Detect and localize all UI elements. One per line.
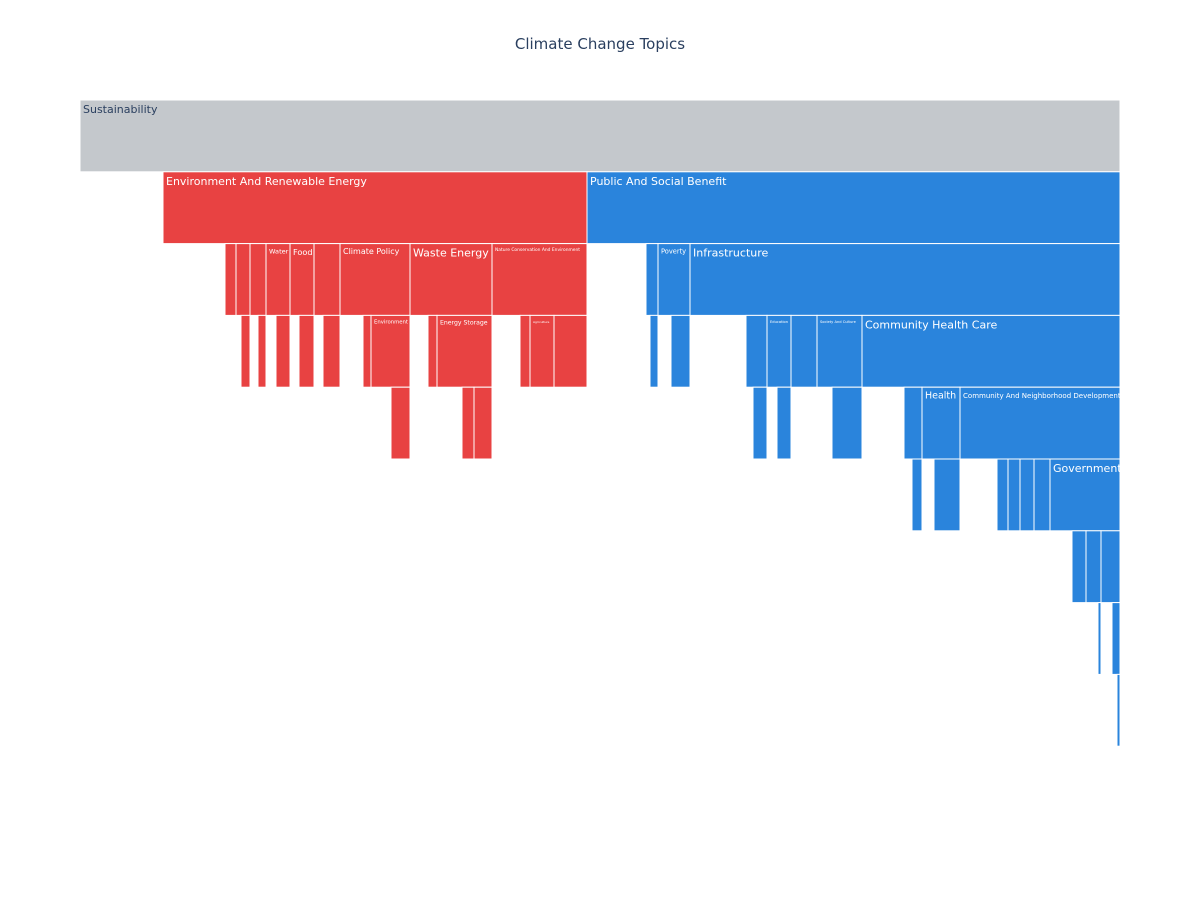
icicle-cell[interactable] (162, 171, 588, 245)
cell-label: Agriculture (533, 320, 549, 324)
icicle-cell[interactable] (257, 314, 267, 388)
icicle-cell[interactable] (911, 458, 923, 532)
chart-title: Climate Change Topics (515, 35, 685, 53)
icicle-cell[interactable] (766, 314, 792, 388)
icicle-cell[interactable] (409, 243, 493, 316)
icicle-cell[interactable] (861, 314, 1121, 388)
icicle-cell[interactable] (1033, 458, 1051, 532)
cell-label: Energy Storage (440, 319, 488, 326)
icicle-cell[interactable] (1019, 458, 1035, 532)
icicle-cell[interactable] (752, 386, 768, 460)
cell-label: Environment And Renewable Energy (166, 175, 367, 188)
icicle-cell[interactable] (249, 243, 267, 316)
cell-label: Society And Culture (820, 320, 857, 324)
icicle-cell[interactable] (1116, 673, 1121, 747)
icicle-cell[interactable] (370, 314, 411, 388)
icicle-cell[interactable] (1097, 602, 1102, 675)
icicle-cell[interactable] (529, 314, 555, 388)
cell-label: Nature Conservation And Environment (495, 247, 580, 253)
icicle-cell[interactable] (235, 243, 251, 316)
icicle-cell[interactable] (275, 314, 291, 388)
icicle-cell[interactable] (831, 386, 863, 460)
icicle-cell[interactable] (1100, 530, 1121, 604)
icicle-cell[interactable] (996, 458, 1009, 532)
icicle-cell[interactable] (473, 386, 493, 460)
cell-label: Waste Energy (413, 247, 489, 260)
icicle-cell[interactable] (933, 458, 961, 532)
icicle-cell[interactable] (491, 243, 588, 316)
icicle-cell[interactable] (1085, 530, 1102, 604)
icicle-cell[interactable] (390, 386, 411, 460)
icicle-cell[interactable] (313, 243, 341, 316)
icicle-cell[interactable] (586, 171, 1121, 245)
cell-label: Community And Neighborhood Development (963, 391, 1121, 400)
icicle-cell[interactable] (959, 386, 1121, 460)
cell-label: Infrastructure (693, 247, 769, 260)
icicle-cell[interactable] (322, 314, 341, 388)
icicle-cell[interactable] (790, 314, 818, 388)
icicle-cell[interactable] (776, 386, 792, 460)
icicle-cell[interactable] (689, 243, 1121, 316)
icicle-cell[interactable] (519, 314, 531, 388)
icicle-cell[interactable] (427, 314, 438, 388)
icicle-cell[interactable] (79, 99, 1121, 173)
cell-label: Sustainability (83, 103, 158, 116)
icicle-cell[interactable] (1111, 602, 1121, 675)
cell-label: Education (770, 320, 788, 324)
icicle-cell[interactable] (461, 386, 475, 460)
icicle-cell[interactable] (362, 314, 372, 388)
cell-label: Environment (374, 320, 408, 326)
cell-label: Climate Policy (343, 247, 400, 256)
cell-label: Community Health Care (865, 318, 997, 331)
cell-label: Public And Social Benefit (590, 175, 727, 188)
cell-label: Poverty (661, 247, 686, 255)
icicle-cell[interactable] (745, 314, 768, 388)
cell-label: Water (269, 247, 289, 255)
cell-label: Government (1053, 462, 1122, 475)
icicle-cell[interactable] (903, 386, 923, 460)
icicle-cell[interactable] (298, 314, 315, 388)
icicle-cell[interactable] (670, 314, 691, 388)
icicle-cell[interactable] (553, 314, 588, 388)
icicle-cell[interactable] (645, 243, 659, 316)
icicle-cell[interactable] (1007, 458, 1021, 532)
icicle-cell[interactable] (1071, 530, 1087, 604)
icicle-cell[interactable] (240, 314, 251, 388)
cell-label: Food (293, 247, 313, 257)
icicle-cell[interactable] (816, 314, 863, 388)
cell-label: Health (925, 391, 956, 402)
icicle-cell[interactable] (224, 243, 237, 316)
icicle-cell[interactable] (649, 314, 659, 388)
